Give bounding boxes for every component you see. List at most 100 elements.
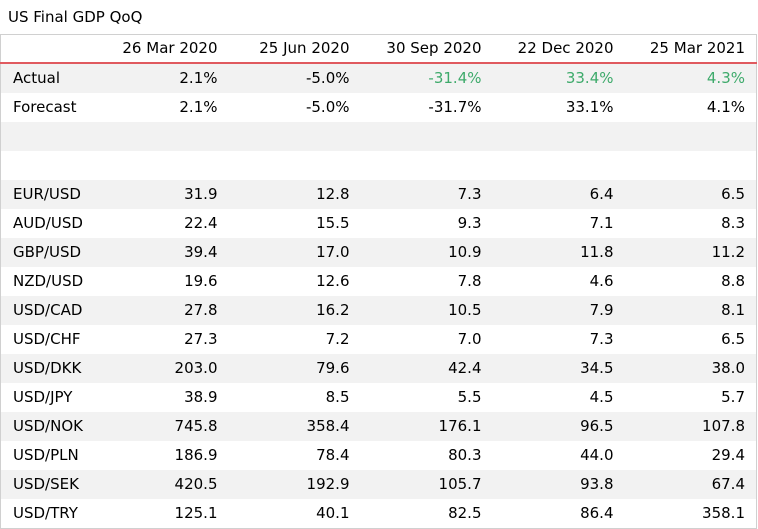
table-title: US Final GDP QoQ — [8, 8, 143, 26]
table-cell: 93.8 — [492, 470, 625, 499]
table-cell: 745.8 — [90, 412, 229, 441]
table-cell: 186.9 — [174, 446, 218, 464]
table-cell: 29.4 — [711, 446, 745, 464]
table-cell: 8.8 — [721, 272, 745, 290]
row-label: USD/CAD — [0, 296, 91, 325]
table-cell: 6.4 — [492, 180, 625, 209]
table-cell: -31.7% — [428, 98, 482, 116]
table-row-usdjpy: USD/JPY 38.9 8.5 5.5 4.5 5.7 — [1, 383, 757, 412]
table-cell: 86.4 — [580, 504, 614, 522]
table-cell — [493, 151, 625, 180]
table-cell: 78.4 — [316, 446, 350, 464]
table-cell: 33.1% — [565, 98, 614, 116]
spacer-row — [0, 122, 757, 151]
table-cell — [492, 122, 625, 151]
column-header: 25 Jun 2020 — [228, 34, 361, 64]
table-cell: 16.2 — [228, 296, 361, 325]
table-row-gbpusd: GBP/USD 39.4 17.0 10.9 11.8 11.2 — [0, 238, 757, 267]
table-cell: 44.0 — [580, 446, 614, 464]
table-cell: 2.1% — [179, 98, 218, 116]
table-row-actual: Actual 2.1% -5.0% -31.4% 33.4% 4.3% — [0, 63, 757, 93]
table-cell: 34.5 — [492, 354, 625, 383]
row-label: USD/NOK — [0, 412, 91, 441]
table-cell — [91, 151, 229, 180]
table-cell: 27.8 — [90, 296, 229, 325]
table-cell-positive: 33.4% — [492, 63, 625, 93]
table-cell: 7.3 — [360, 180, 493, 209]
table-cell: 420.5 — [90, 470, 229, 499]
table-cell — [361, 151, 493, 180]
corner-cell — [0, 34, 91, 64]
table-cell: -5.0% — [305, 98, 350, 116]
table-cell: 8.1 — [624, 296, 757, 325]
table-cell: 7.0 — [457, 330, 482, 348]
row-label: USD/JPY — [13, 388, 73, 406]
table-cell: 82.5 — [448, 504, 482, 522]
table-row-usdchf: USD/CHF 27.3 7.2 7.0 7.3 6.5 — [1, 325, 757, 354]
table-cell: 38.0 — [624, 354, 757, 383]
table-cell: 8.5 — [325, 388, 350, 406]
table-cell: 67.4 — [624, 470, 757, 499]
table-cell: 22.4 — [184, 214, 218, 232]
table-cell: 7.8 — [457, 272, 482, 290]
table-cell: 4.1% — [706, 98, 745, 116]
table-cell: 12.6 — [316, 272, 350, 290]
table-row-audusd: AUD/USD 22.4 15.5 9.3 7.1 8.3 — [1, 209, 757, 238]
row-label: Actual — [0, 63, 91, 93]
row-label: NZD/USD — [13, 272, 84, 290]
header-row: 26 Mar 2020 25 Jun 2020 30 Sep 2020 22 D… — [0, 34, 757, 64]
table-cell: 7.1 — [589, 214, 614, 232]
table-cell: 358.4 — [228, 412, 361, 441]
table-cell: 42.4 — [360, 354, 493, 383]
table-row-forecast: Forecast 2.1% -5.0% -31.7% 33.1% 4.1% — [1, 93, 757, 122]
table-cell: 79.6 — [228, 354, 361, 383]
table-cell: 8.3 — [721, 214, 745, 232]
table-cell: 176.1 — [360, 412, 493, 441]
table-cell: 105.7 — [360, 470, 493, 499]
table-cell: 6.5 — [624, 180, 757, 209]
table-cell: 7.3 — [589, 330, 614, 348]
table-cell — [624, 122, 757, 151]
table-cell — [625, 151, 757, 180]
column-header: 22 Dec 2020 — [492, 34, 625, 64]
table-cell: 10.5 — [360, 296, 493, 325]
row-label — [0, 122, 91, 151]
table-cell — [360, 122, 493, 151]
column-header: 26 Mar 2020 — [90, 34, 229, 64]
table-row-usdtry: USD/TRY 125.1 40.1 82.5 86.4 358.1 — [1, 499, 757, 529]
row-label: EUR/USD — [0, 180, 91, 209]
table-cell: 358.1 — [702, 504, 745, 522]
table-cell: 27.3 — [184, 330, 218, 348]
row-label: USD/PLN — [13, 446, 79, 464]
row-label — [1, 151, 91, 180]
table-cell: 5.5 — [457, 388, 482, 406]
table-cell: 96.5 — [492, 412, 625, 441]
gdp-table: 26 Mar 2020 25 Jun 2020 30 Sep 2020 22 D… — [0, 34, 757, 529]
table-cell: 39.4 — [90, 238, 229, 267]
row-label: USD/CHF — [13, 330, 81, 348]
column-header: 30 Sep 2020 — [360, 34, 493, 64]
table-cell: 11.8 — [492, 238, 625, 267]
table-row-usddkk: USD/DKK 203.0 79.6 42.4 34.5 38.0 — [0, 354, 757, 383]
table-cell — [229, 151, 361, 180]
table-cell: 6.5 — [721, 330, 745, 348]
table-cell: 40.1 — [316, 504, 350, 522]
row-label: USD/TRY — [13, 504, 78, 522]
table-cell: 203.0 — [90, 354, 229, 383]
row-label: GBP/USD — [0, 238, 91, 267]
table-cell: 17.0 — [228, 238, 361, 267]
table-cell: 11.2 — [624, 238, 757, 267]
table-cell: 12.8 — [228, 180, 361, 209]
table-cell: 4.6 — [589, 272, 614, 290]
table-cell-positive: -31.4% — [360, 63, 493, 93]
row-label: AUD/USD — [13, 214, 83, 232]
table-cell: 7.2 — [325, 330, 350, 348]
table-cell: 9.3 — [457, 214, 482, 232]
table-row-nzdusd: NZD/USD 19.6 12.6 7.8 4.6 8.8 — [1, 267, 757, 296]
table-row-eurusd: EUR/USD 31.9 12.8 7.3 6.4 6.5 — [0, 180, 757, 209]
table-cell: -5.0% — [228, 63, 361, 93]
table-cell-positive: 4.3% — [624, 63, 757, 93]
column-header: 25 Mar 2021 — [624, 34, 757, 64]
table-cell: 192.9 — [228, 470, 361, 499]
table-row-usdsek: USD/SEK 420.5 192.9 105.7 93.8 67.4 — [0, 470, 757, 499]
